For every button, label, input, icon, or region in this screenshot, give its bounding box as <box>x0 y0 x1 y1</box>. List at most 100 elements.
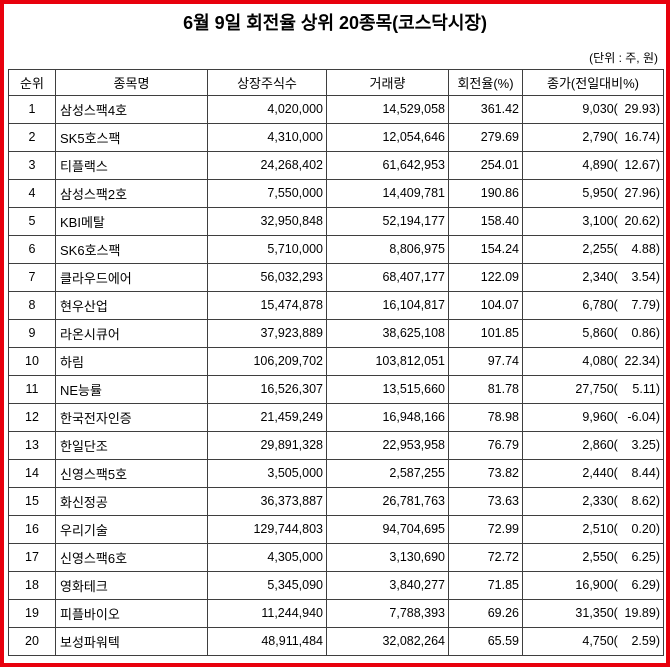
change-percent: 22.34 <box>624 354 656 369</box>
stock-name-cell: SK5호스팩 <box>55 122 208 152</box>
listed-shares-cell: 4,310,000 <box>207 122 327 152</box>
header-stock-name: 종목명 <box>55 68 208 96</box>
listed-shares-cell: 5,710,000 <box>207 234 327 264</box>
close-price: 3,100 <box>582 214 614 229</box>
close-paren: ) <box>655 130 660 145</box>
open-paren: ( <box>613 130 618 145</box>
header-turnover: 회전율(%) <box>448 68 523 96</box>
open-paren: ( <box>613 382 618 397</box>
turnover-table: 순위 종목명 상장주식수 거래량 회전율(%) 종가(전일대비%) 1 삼성스팩… <box>8 68 664 656</box>
turnover-cell: 158.40 <box>448 206 523 236</box>
stock-name-cell: 티플랙스 <box>55 150 208 180</box>
rank-cell: 12 <box>8 402 56 432</box>
close-paren: ) <box>655 326 660 341</box>
close-price-cell: 2,340(3.54) <box>522 262 664 292</box>
table-row: 16 우리기술 129,744,803 94,704,695 72.99 2,5… <box>8 514 664 544</box>
listed-shares-cell: 7,550,000 <box>207 178 327 208</box>
close-price-cell: 2,790(16.74) <box>522 122 664 152</box>
table-row: 15 화신정공 36,373,887 26,781,763 73.63 2,33… <box>8 486 664 516</box>
close-price: 2,550 <box>582 550 614 565</box>
table-row: 2 SK5호스팩 4,310,000 12,054,646 279.69 2,7… <box>8 122 664 152</box>
header-listed-shares: 상장주식수 <box>207 68 327 96</box>
stock-name-cell: NE능률 <box>55 374 208 404</box>
rank-cell: 19 <box>8 598 56 628</box>
volume-cell: 8,806,975 <box>326 234 449 264</box>
turnover-cell: 72.99 <box>448 514 523 544</box>
close-price: 31,350 <box>575 606 614 621</box>
close-price-cell: 3,100(20.62) <box>522 206 664 236</box>
turnover-cell: 73.63 <box>448 486 523 516</box>
table-row: 1 삼성스팩4호 4,020,000 14,529,058 361.42 9,0… <box>8 94 664 124</box>
close-price-cell: 2,860(3.25) <box>522 430 664 460</box>
turnover-cell: 361.42 <box>448 94 523 124</box>
close-price-cell: 9,030(29.93) <box>522 94 664 124</box>
page-title: 6월 9일 회전율 상위 20종목(코스닥시장) <box>183 13 487 33</box>
close-paren: ) <box>655 494 660 509</box>
listed-shares-cell: 129,744,803 <box>207 514 327 544</box>
turnover-cell: 190.86 <box>448 178 523 208</box>
close-paren: ) <box>655 466 660 481</box>
volume-cell: 3,130,690 <box>326 542 449 572</box>
open-paren: ( <box>613 606 618 621</box>
open-paren: ( <box>613 270 618 285</box>
turnover-cell: 81.78 <box>448 374 523 404</box>
close-price: 5,860 <box>582 326 614 341</box>
close-paren: ) <box>655 522 660 537</box>
close-price-cell: 2,330(8.62) <box>522 486 664 516</box>
volume-cell: 61,642,953 <box>326 150 449 180</box>
change-percent: 6.29 <box>631 578 656 593</box>
close-paren: ) <box>655 354 660 369</box>
listed-shares-cell: 21,459,249 <box>207 402 327 432</box>
table-body: 1 삼성스팩4호 4,020,000 14,529,058 361.42 9,0… <box>8 94 664 656</box>
stock-name-cell: 영화테크 <box>55 570 208 600</box>
open-paren: ( <box>613 438 618 453</box>
volume-cell: 16,104,817 <box>326 290 449 320</box>
table-row: 14 신영스팩5호 3,505,000 2,587,255 73.82 2,44… <box>8 458 664 488</box>
change-percent: 8.62 <box>631 494 656 509</box>
close-price-cell: 4,750(2.59) <box>522 626 664 656</box>
listed-shares-cell: 32,950,848 <box>207 206 327 236</box>
turnover-cell: 73.82 <box>448 458 523 488</box>
stock-name-cell: KBI메탈 <box>55 206 208 236</box>
volume-cell: 14,529,058 <box>326 94 449 124</box>
listed-shares-cell: 5,345,090 <box>207 570 327 600</box>
rank-cell: 14 <box>8 458 56 488</box>
turnover-cell: 69.26 <box>448 598 523 628</box>
open-paren: ( <box>613 634 618 649</box>
table-header-row: 순위 종목명 상장주식수 거래량 회전율(%) 종가(전일대비%) <box>8 68 664 96</box>
stock-name-cell: 현우산업 <box>55 290 208 320</box>
rank-cell: 1 <box>8 94 56 124</box>
listed-shares-cell: 16,526,307 <box>207 374 327 404</box>
stock-name-cell: 삼성스팩4호 <box>55 94 208 124</box>
close-paren: ) <box>655 214 660 229</box>
table-row: 3 티플랙스 24,268,402 61,642,953 254.01 4,89… <box>8 150 664 180</box>
volume-cell: 32,082,264 <box>326 626 449 656</box>
rank-cell: 4 <box>8 178 56 208</box>
listed-shares-cell: 36,373,887 <box>207 486 327 516</box>
close-price-cell: 2,255(4.88) <box>522 234 664 264</box>
listed-shares-cell: 37,923,889 <box>207 318 327 348</box>
stock-name-cell: 화신정공 <box>55 486 208 516</box>
table-row: 13 한일단조 29,891,328 22,953,958 76.79 2,86… <box>8 430 664 460</box>
table-row: 6 SK6호스팩 5,710,000 8,806,975 154.24 2,25… <box>8 234 664 264</box>
stock-name-cell: 우리기술 <box>55 514 208 544</box>
turnover-cell: 101.85 <box>448 318 523 348</box>
stock-name-cell: 하림 <box>55 346 208 376</box>
rank-cell: 9 <box>8 318 56 348</box>
listed-shares-cell: 4,305,000 <box>207 542 327 572</box>
open-paren: ( <box>613 410 618 425</box>
rank-cell: 3 <box>8 150 56 180</box>
turnover-cell: 122.09 <box>448 262 523 292</box>
table-row: 11 NE능률 16,526,307 13,515,660 81.78 27,7… <box>8 374 664 404</box>
close-price: 2,510 <box>582 522 614 537</box>
turnover-cell: 72.72 <box>448 542 523 572</box>
close-paren: ) <box>655 438 660 453</box>
change-percent: 27.96 <box>624 186 656 201</box>
close-price: 2,255 <box>582 242 614 257</box>
close-paren: ) <box>655 242 660 257</box>
listed-shares-cell: 106,209,702 <box>207 346 327 376</box>
turnover-cell: 279.69 <box>448 122 523 152</box>
turnover-cell: 254.01 <box>448 150 523 180</box>
volume-cell: 26,781,763 <box>326 486 449 516</box>
close-price-cell: 31,350(19.89) <box>522 598 664 628</box>
